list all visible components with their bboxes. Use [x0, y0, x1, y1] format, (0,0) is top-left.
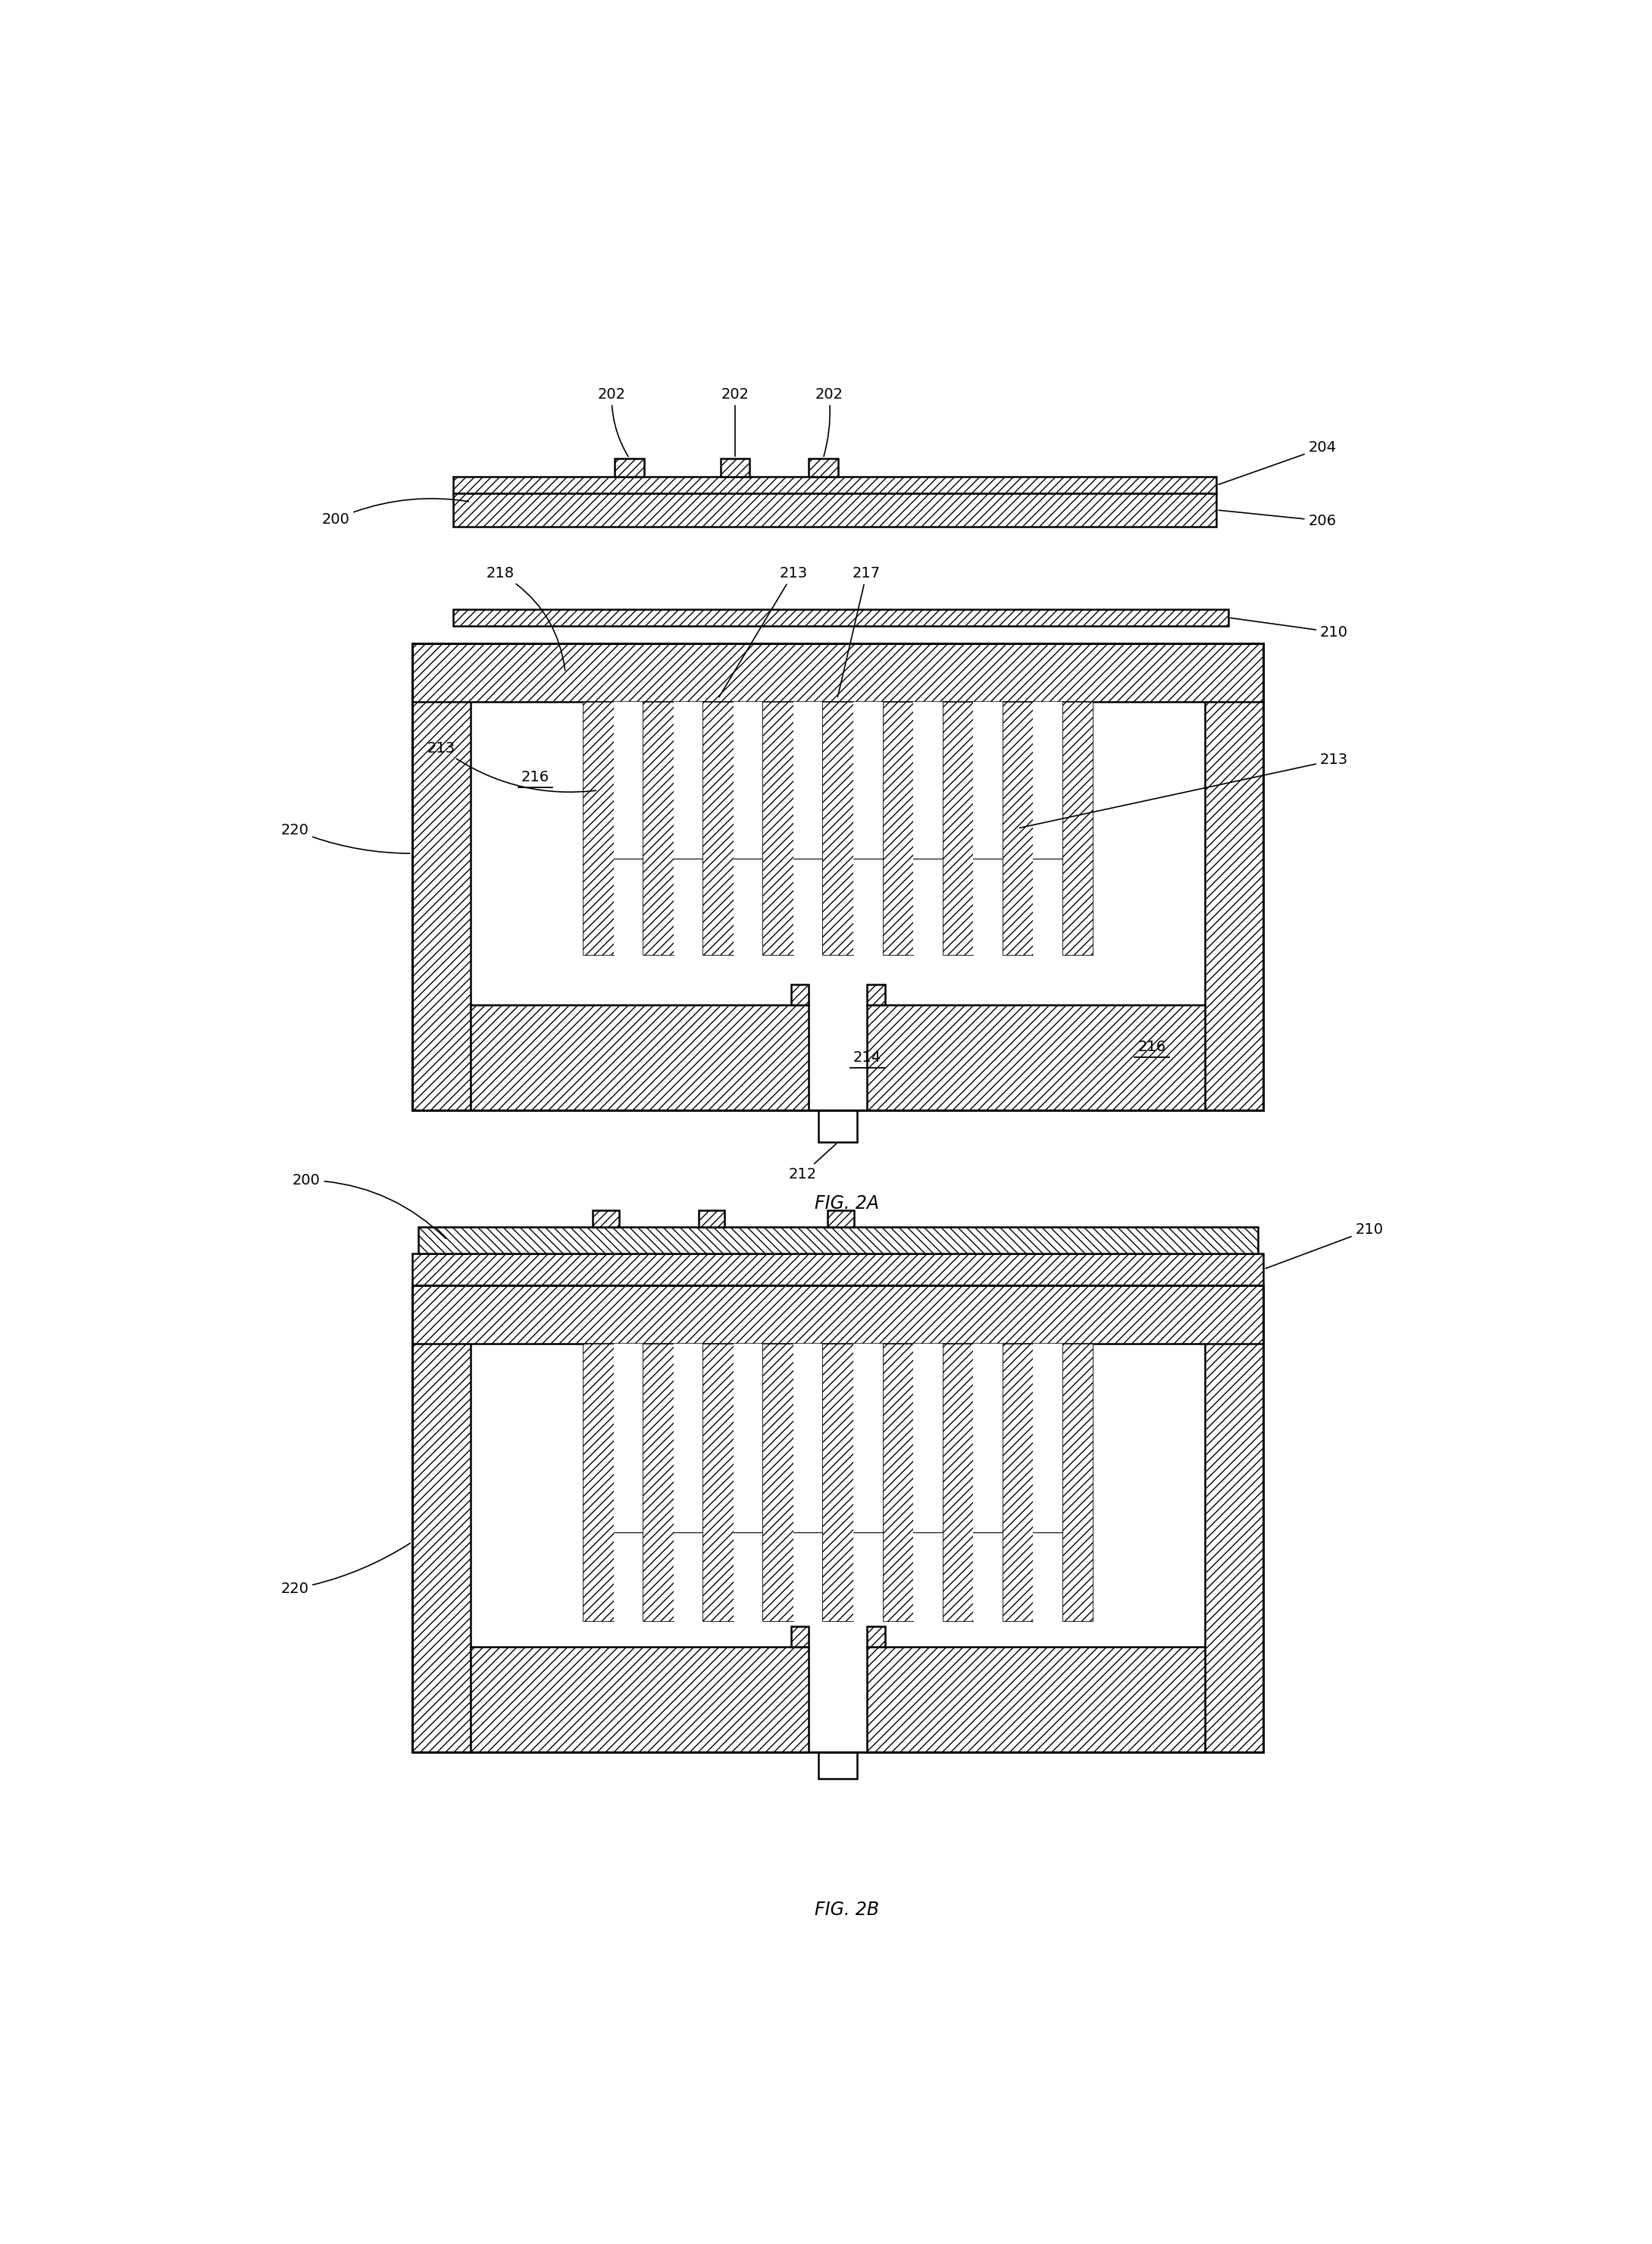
Bar	[852, 1344, 882, 1622]
Bar	[583, 1344, 613, 1622]
Bar	[583, 702, 613, 956]
Bar	[882, 1344, 914, 1622]
Bar	[882, 702, 914, 956]
Text: 220: 220	[281, 1544, 410, 1595]
Text: 206: 206	[1219, 509, 1336, 527]
Text: 202: 202	[720, 386, 748, 456]
Bar	[593, 1210, 620, 1227]
Bar	[1003, 1344, 1032, 1622]
Bar	[674, 1344, 702, 1622]
Bar	[411, 1286, 1264, 1753]
Bar	[1003, 702, 1032, 956]
Bar	[1032, 702, 1062, 956]
Bar	[914, 1344, 942, 1622]
Text: 220: 220	[281, 824, 410, 853]
Text: 216: 216	[522, 770, 550, 785]
Bar	[819, 1753, 857, 1777]
Bar	[823, 1344, 852, 1622]
Text: 204: 204	[1219, 440, 1336, 485]
Bar	[471, 1005, 808, 1111]
Bar	[942, 1344, 973, 1622]
Bar	[763, 1344, 793, 1622]
Text: 212: 212	[788, 1144, 836, 1183]
Bar	[674, 702, 702, 956]
Bar	[453, 610, 1229, 626]
Bar	[720, 458, 750, 478]
Bar	[973, 702, 1003, 956]
Bar	[418, 1227, 1257, 1252]
Bar	[942, 702, 973, 956]
Bar	[453, 494, 1216, 527]
Bar	[453, 478, 1216, 494]
Bar	[702, 1344, 733, 1622]
Bar	[643, 1344, 674, 1622]
Bar	[733, 702, 763, 956]
Bar	[733, 1344, 763, 1622]
Bar	[1204, 1286, 1264, 1753]
Bar	[819, 1111, 857, 1142]
Bar	[613, 702, 643, 956]
Bar	[867, 1647, 1204, 1753]
Bar	[791, 1627, 808, 1647]
Bar	[643, 702, 674, 956]
Text: 218: 218	[486, 565, 565, 671]
Bar	[615, 458, 644, 478]
Text: 202: 202	[598, 386, 628, 456]
Bar	[1032, 1344, 1062, 1622]
Bar	[1062, 1344, 1092, 1622]
Text: 213: 213	[428, 741, 596, 792]
Bar	[763, 702, 793, 956]
Text: 214: 214	[852, 1050, 881, 1066]
Bar	[471, 1647, 808, 1753]
Bar	[411, 644, 1264, 1111]
Bar	[867, 1005, 1204, 1111]
Bar	[702, 702, 733, 956]
Bar	[867, 1627, 885, 1647]
Bar	[411, 1286, 471, 1753]
Bar	[699, 1210, 725, 1227]
Bar	[1204, 644, 1264, 1111]
Text: 217: 217	[838, 565, 881, 696]
Text: 216: 216	[1138, 1039, 1166, 1055]
Text: 202: 202	[814, 386, 843, 456]
Text: 210: 210	[1265, 1223, 1383, 1268]
Text: 213: 213	[719, 565, 808, 698]
Bar	[823, 702, 852, 956]
Bar	[411, 1286, 1264, 1344]
Bar	[793, 1344, 823, 1622]
Bar	[613, 1344, 643, 1622]
Text: 200: 200	[322, 498, 469, 527]
Text: FIG. 2A: FIG. 2A	[814, 1194, 879, 1212]
Text: 210: 210	[1231, 617, 1348, 640]
Bar	[1062, 702, 1092, 956]
Text: 213: 213	[1019, 752, 1348, 828]
Bar	[791, 985, 808, 1005]
Bar	[411, 1252, 1264, 1286]
Bar	[852, 702, 882, 956]
Bar	[808, 458, 838, 478]
Bar	[973, 1344, 1003, 1622]
Bar	[793, 702, 823, 956]
Bar	[867, 985, 885, 1005]
Bar	[411, 644, 471, 1111]
Bar	[828, 1210, 854, 1227]
Text: 200: 200	[292, 1174, 446, 1239]
Bar	[411, 644, 1264, 702]
Text: FIG. 2B: FIG. 2B	[814, 1901, 879, 1919]
Bar	[914, 702, 942, 956]
